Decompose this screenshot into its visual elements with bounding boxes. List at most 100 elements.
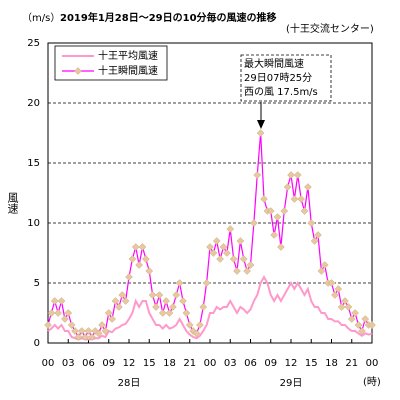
annotation-text: 29日07時25分 — [244, 72, 312, 84]
legend-marker — [74, 67, 82, 75]
x-tick-label: 15 — [143, 358, 156, 369]
data-point — [347, 315, 356, 323]
data-point — [135, 261, 143, 269]
data-point — [351, 309, 359, 317]
data-point — [158, 309, 167, 317]
data-point — [182, 309, 191, 317]
data-point — [307, 219, 316, 227]
data-point — [125, 273, 133, 281]
x-tick-label: 06 — [244, 358, 257, 369]
data-point — [54, 309, 62, 317]
x-tick-label: 21 — [183, 358, 196, 369]
data-point — [253, 171, 262, 179]
date-label: 29日 — [280, 378, 303, 389]
data-point — [162, 297, 170, 305]
data-point — [148, 291, 157, 299]
data-point — [246, 261, 255, 269]
y-tick-label: 25 — [27, 38, 40, 49]
x-tick-label: 03 — [224, 358, 237, 369]
x-tick-label: 12 — [285, 358, 298, 369]
x-tick-label: 18 — [325, 358, 338, 369]
data-point — [256, 129, 265, 137]
data-point — [300, 207, 309, 215]
data-point — [226, 225, 235, 233]
data-point — [169, 303, 177, 311]
annotation-arrowhead — [257, 120, 265, 129]
x-tick-label: 21 — [345, 358, 358, 369]
annotation-text: 最大瞬間風速 — [244, 57, 304, 70]
chart-title: 2019年1月28日～29日の10分毎の風速の推移 — [60, 11, 277, 24]
data-point — [337, 303, 346, 311]
data-point — [179, 297, 187, 305]
data-point — [131, 243, 140, 251]
annotation-text: 西の風 17.5m/s — [244, 86, 318, 98]
data-point — [270, 231, 278, 239]
data-point — [88, 333, 96, 341]
data-point — [206, 243, 214, 251]
data-point — [175, 279, 184, 287]
y-tick-label: 0 — [34, 338, 40, 349]
data-point — [229, 255, 238, 263]
legend-box — [54, 45, 168, 81]
data-point — [71, 327, 79, 335]
data-point — [108, 315, 116, 323]
data-point — [266, 207, 275, 215]
data-point — [260, 195, 268, 203]
data-point — [172, 291, 181, 299]
data-point — [361, 315, 370, 323]
data-point — [341, 297, 349, 305]
chart-subtitle: (十王交流センター) — [286, 22, 374, 35]
data-point — [320, 261, 329, 269]
data-point — [128, 255, 137, 263]
data-point — [47, 309, 56, 317]
data-point — [212, 237, 221, 245]
data-point — [101, 327, 110, 335]
data-point — [98, 321, 106, 329]
data-point — [250, 219, 258, 227]
data-point — [280, 207, 289, 215]
data-point — [121, 297, 130, 305]
data-point — [334, 285, 343, 293]
x-tick-label: 12 — [123, 358, 136, 369]
x-tick-label: 09 — [102, 358, 115, 369]
data-point — [236, 237, 245, 245]
x-tick-label: 00 — [42, 358, 55, 369]
data-point — [314, 231, 322, 239]
data-point — [145, 267, 154, 275]
data-point — [297, 195, 305, 203]
data-point — [290, 195, 299, 203]
data-point — [344, 303, 353, 311]
data-point — [118, 291, 127, 299]
data-point — [196, 321, 204, 329]
series-line — [47, 274, 373, 341]
data-point — [185, 321, 194, 329]
data-point — [77, 327, 86, 335]
data-point — [64, 309, 73, 317]
x-tick-label: 00 — [204, 358, 217, 369]
data-point — [202, 279, 211, 287]
y-tick-label: 10 — [27, 218, 40, 229]
data-point — [273, 213, 282, 221]
data-point — [94, 329, 103, 338]
legend-label: 十王平均風速 — [98, 49, 158, 62]
x-tick-label: 03 — [62, 358, 75, 369]
data-point — [368, 321, 376, 329]
data-point — [67, 321, 76, 329]
data-point — [61, 315, 69, 323]
data-point — [216, 255, 224, 263]
data-point — [233, 267, 241, 275]
x-unit: (時) — [363, 376, 381, 388]
data-point — [115, 303, 123, 311]
y-label: 風速 — [6, 192, 19, 214]
data-point — [209, 249, 218, 257]
x-tick-label: 09 — [264, 358, 277, 369]
data-point — [199, 303, 208, 311]
data-point — [317, 267, 326, 275]
data-point — [44, 321, 52, 329]
data-point — [331, 291, 339, 299]
data-point — [223, 249, 231, 257]
data-point — [192, 329, 201, 338]
data-point — [50, 297, 59, 305]
data-point — [243, 267, 251, 275]
